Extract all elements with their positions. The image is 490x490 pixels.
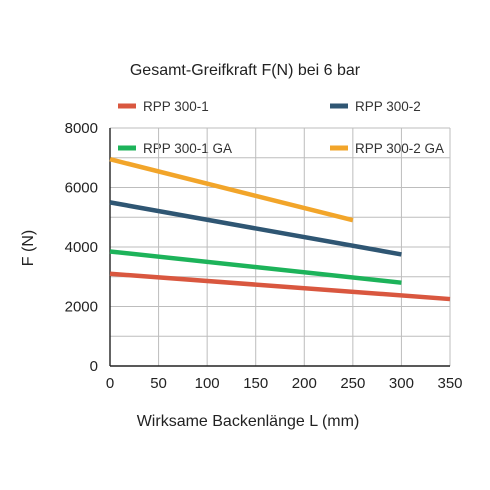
series-line-4 <box>109 157 354 223</box>
x-tick-label: 200 <box>292 375 317 392</box>
y-axis-label: F (N) <box>20 230 37 266</box>
y-tick-label: 6000 <box>65 180 98 197</box>
series-line-1 <box>109 271 451 302</box>
series-line-3 <box>109 249 402 285</box>
legend-label-1: RPP 300-1 <box>143 99 209 114</box>
legend-label-2: RPP 300-2 <box>355 99 421 114</box>
chart-title: Gesamt-Greifkraft F(N) bei 6 bar <box>130 62 361 79</box>
x-tick-label: 150 <box>243 375 268 392</box>
y-tick-label: 2000 <box>65 299 98 316</box>
y-tick-label: 4000 <box>65 239 98 256</box>
legend: RPP 300-1 RPP 300-2 RPP 300-1 GA RPP 300-2 … <box>118 99 444 156</box>
x-tick-label: 50 <box>150 375 167 392</box>
x-tick-label: 250 <box>340 375 365 392</box>
y-tick-label: 0 <box>90 358 98 375</box>
x-tick-label: 0 <box>106 375 114 392</box>
series-group <box>109 157 451 302</box>
tick-labels: 0 50 100 150 200 250 300 350 0 2000 4000 6000 8000 <box>65 120 463 392</box>
grid <box>110 127 451 366</box>
series-line-2 <box>109 200 402 257</box>
legend-label-4: RPP 300-2 GA <box>355 141 444 156</box>
x-axis-label: Wirksame Backenlänge L (mm) <box>137 413 360 430</box>
axes <box>109 128 450 367</box>
legend-label-3: RPP 300-1 GA <box>143 141 232 156</box>
y-tick-label: 8000 <box>65 120 98 137</box>
x-tick-label: 350 <box>437 375 462 392</box>
x-tick-label: 100 <box>195 375 220 392</box>
x-tick-label: 300 <box>389 375 414 392</box>
